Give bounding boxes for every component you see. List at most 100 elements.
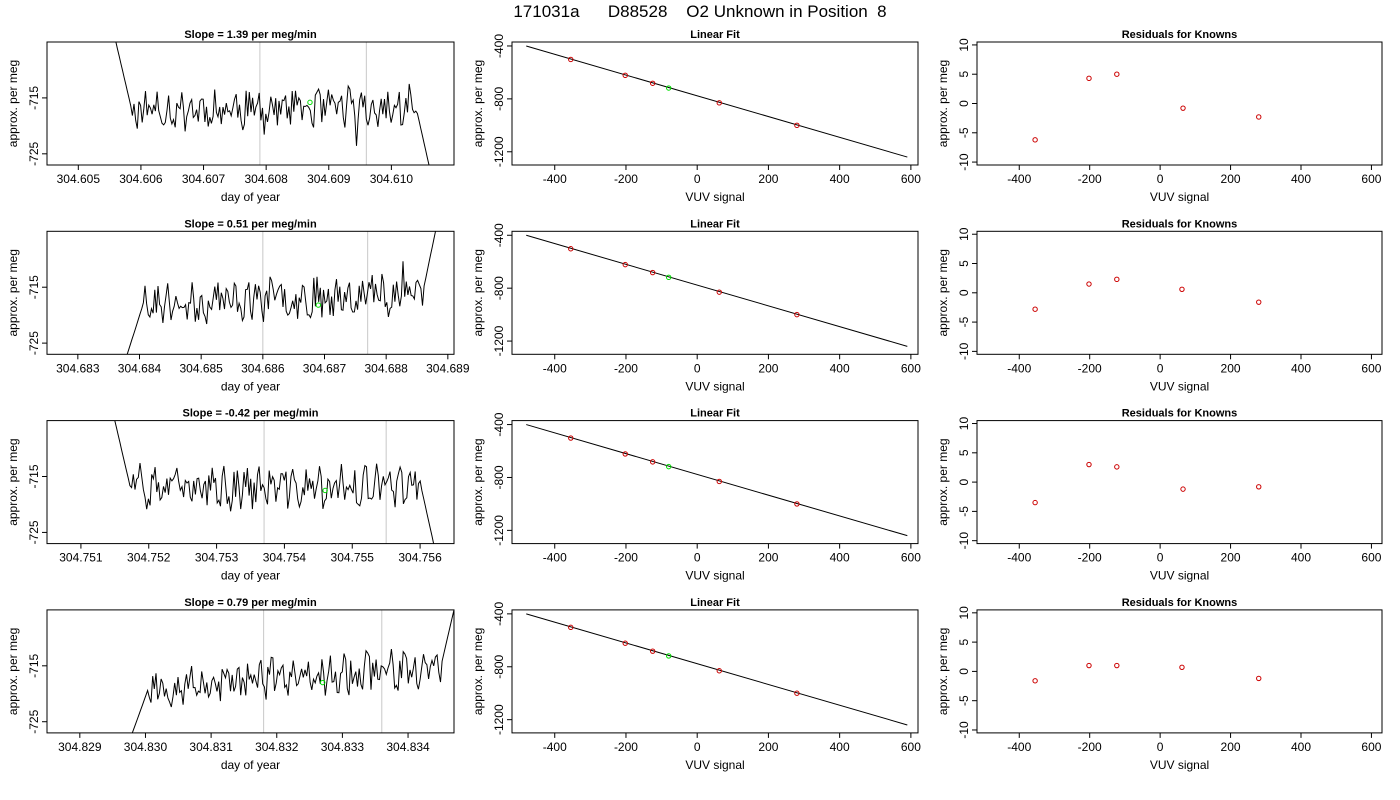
residual-point xyxy=(1180,486,1186,492)
series-line xyxy=(114,420,435,544)
plot-frame xyxy=(46,230,455,355)
residual-point xyxy=(1086,461,1092,468)
plot-area xyxy=(526,45,908,158)
known-point xyxy=(622,640,628,646)
residual-point xyxy=(1086,662,1092,669)
panel-linear-fit-3: Linear Fit -400 -200 0 200 400 600 -400 -800 -120… xyxy=(471,597,921,772)
y-axis-label: approx. per meg xyxy=(471,628,485,715)
x-tick-label: -200 xyxy=(1078,740,1102,754)
panel-residuals-3: Residuals for Knowns -400 -200 0 200 400 600 10… xyxy=(936,597,1383,772)
y-tick-label: 5 xyxy=(957,260,971,267)
y-axis-label: approx. per meg xyxy=(471,438,485,525)
plot-area xyxy=(126,231,436,355)
known-point xyxy=(622,451,628,457)
x-tick-label: -400 xyxy=(1007,740,1031,754)
y-tick-label: -5 xyxy=(957,695,971,706)
x-tick-label: 304.685 xyxy=(179,361,223,375)
residual-point xyxy=(1179,286,1185,292)
x-axis-label: day of year xyxy=(221,379,280,393)
x-tick-label: 0 xyxy=(694,361,701,375)
plot-frame xyxy=(511,420,919,545)
x-tick-label: 0 xyxy=(1157,361,1164,375)
residual-point xyxy=(1256,675,1262,682)
panel-time-series-1: Slope = 0.51 per meg/min 304.683 304.684 30… xyxy=(6,218,470,393)
residual-point xyxy=(1256,484,1262,490)
panel-title: Slope = -0.42 per meg/min xyxy=(182,408,318,420)
x-axis-label: VUV signal xyxy=(685,379,744,393)
x-tick-label: 304.688 xyxy=(364,361,408,375)
panel-residuals-2: Residuals for Knowns -400 -200 0 200 400 600 10… xyxy=(936,408,1383,583)
known-point xyxy=(568,246,574,252)
plot-frame xyxy=(976,41,1383,166)
known-point xyxy=(716,668,722,674)
y-tick-label: -725 xyxy=(27,520,41,544)
x-tick-label: 600 xyxy=(901,740,921,754)
panel-title: Residuals for Knowns xyxy=(1122,218,1238,230)
x-axis-label: VUV signal xyxy=(1150,569,1209,583)
x-tick-label: 304.754 xyxy=(263,551,307,565)
x-tick-label: 400 xyxy=(1291,551,1311,565)
y-axis-label: approx. per meg xyxy=(6,60,20,147)
x-tick-label: -200 xyxy=(1078,551,1102,565)
panel-title: Linear Fit xyxy=(690,29,740,41)
y-tick-label: -400 xyxy=(492,34,506,58)
x-tick-label: -400 xyxy=(543,172,567,186)
x-tick-label: -400 xyxy=(1007,551,1031,565)
y-tick-label: 10 xyxy=(957,606,971,620)
panel-linear-fit-2: Linear Fit -400 -200 0 200 400 600 -400 -800 -120… xyxy=(471,408,921,583)
series-line xyxy=(131,609,454,733)
panel-title: Residuals for Knowns xyxy=(1122,29,1238,41)
y-tick-label: -800 xyxy=(492,654,506,678)
plot-frame xyxy=(511,609,919,734)
panel-time-series-2: Slope = -0.42 per meg/min 304.751 304.752 3… xyxy=(6,408,455,583)
panel-linear-fit-0: Linear Fit -400 -200 0 200 400 600 -400 -800 -120… xyxy=(471,29,921,204)
residual-point xyxy=(1114,662,1120,669)
y-tick-label: -1200 xyxy=(492,515,506,546)
y-tick-label: -725 xyxy=(27,141,41,165)
x-axis-label: day of year xyxy=(221,190,280,204)
panel-title: Residuals for Knowns xyxy=(1122,408,1238,420)
y-tick-label: -1200 xyxy=(492,704,506,735)
x-tick-label: 304.834 xyxy=(386,740,430,754)
x-axis-label: VUV signal xyxy=(685,758,744,772)
x-tick-label: 0 xyxy=(694,551,701,565)
mean-marker xyxy=(320,679,326,686)
y-tick-label: 5 xyxy=(957,449,971,456)
residual-point xyxy=(1086,281,1092,287)
residual-point xyxy=(1032,137,1038,143)
panel-title: Linear Fit xyxy=(690,408,740,420)
plot-frame xyxy=(46,420,455,545)
x-tick-label: 600 xyxy=(901,172,921,186)
x-tick-label: -400 xyxy=(543,361,567,375)
x-tick-label: 304.605 xyxy=(57,172,101,186)
y-tick-label: -5 xyxy=(957,127,971,138)
y-axis-label: approx. per meg xyxy=(936,438,950,525)
x-tick-label: -200 xyxy=(614,551,638,565)
known-point xyxy=(622,72,628,79)
plot-area xyxy=(1032,276,1262,312)
x-tick-label: 304.830 xyxy=(124,740,168,754)
residual-point xyxy=(1256,114,1262,120)
y-tick-label: -800 xyxy=(492,276,506,300)
x-tick-label: 600 xyxy=(1361,551,1381,565)
x-tick-label: 304.686 xyxy=(241,361,285,375)
known-point xyxy=(794,122,800,129)
x-tick-label: -200 xyxy=(1078,172,1102,186)
known-point xyxy=(568,624,574,631)
x-tick-label: 304.756 xyxy=(398,551,442,565)
x-tick-label: 200 xyxy=(1221,740,1241,754)
x-tick-label: 200 xyxy=(758,551,778,565)
panel-residuals-0: Residuals for Knowns -400 -200 0 200 400 600 10… xyxy=(936,29,1383,204)
known-point xyxy=(649,269,656,276)
panel-title: Slope = 0.51 per meg/min xyxy=(184,218,317,230)
plot-area xyxy=(115,42,430,165)
plot-area xyxy=(526,424,908,537)
x-tick-label: 200 xyxy=(758,740,778,754)
x-tick-label: 600 xyxy=(1361,172,1381,186)
x-tick-label: 400 xyxy=(1291,172,1311,186)
x-tick-label: 304.753 xyxy=(195,551,239,565)
x-tick-label: 600 xyxy=(1361,361,1381,375)
y-tick-label: 0 xyxy=(957,100,971,107)
y-tick-label: -5 xyxy=(957,506,971,517)
